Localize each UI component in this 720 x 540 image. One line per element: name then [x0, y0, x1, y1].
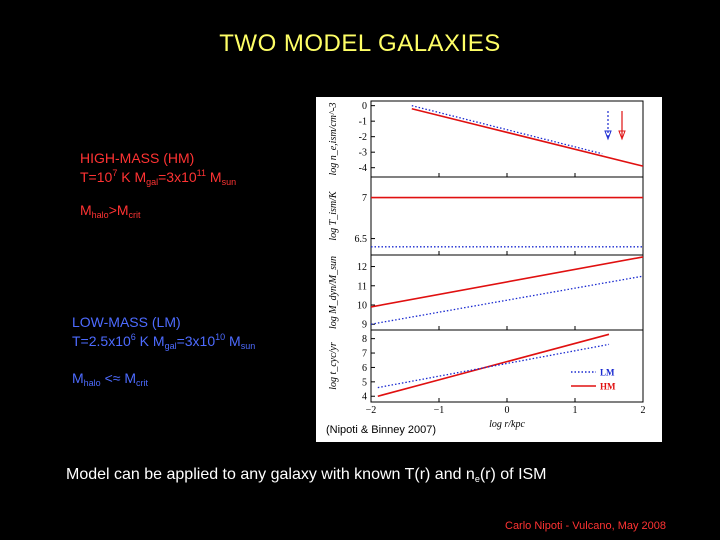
- y-tick-label-0-0: 0: [362, 101, 367, 112]
- hm-halo-subscript: halo: [91, 210, 109, 220]
- hm-t-prefix: T=10: [80, 169, 113, 185]
- legend-label-hm: HM: [600, 382, 616, 392]
- lm-sun-subscript: sun: [240, 341, 256, 351]
- slide-title: TWO MODEL GALAXIES: [219, 30, 501, 57]
- hm-sun-subscript: sun: [221, 177, 237, 187]
- lm-mass-exponent: 10: [215, 332, 226, 342]
- y-tick-label-0-3: -3: [359, 148, 367, 159]
- lm-halo-m: M: [72, 370, 84, 386]
- bottom-caption: Model can be applied to any galaxy with …: [66, 466, 547, 484]
- hm-mass-exponent: 11: [196, 168, 207, 178]
- panel-frame-1: [370, 176, 644, 256]
- y-axis-label-0: log n_e,ism/cm^-3: [328, 102, 339, 175]
- hm-relation: >M: [108, 202, 129, 218]
- lm-temperature-mass-line: T=2.5x106 K Mgal=3x1010 Msun: [72, 332, 255, 351]
- arrow-head-lm: [604, 130, 612, 141]
- hm-heading: HIGH-MASS (HM): [80, 150, 195, 166]
- panel-frame-2: [370, 254, 644, 331]
- bottom-caption-end: (r) of ISM: [479, 466, 547, 483]
- hm-t-unit: K M: [117, 169, 147, 185]
- bottom-caption-subscript: e: [474, 474, 480, 484]
- x-tick-label-2: 0: [505, 405, 510, 416]
- hm-halo-relation: Mhalo>Mcrit: [80, 202, 141, 220]
- lm-gal-subscript: gal: [164, 341, 177, 351]
- x-tick-label-3: 1: [573, 405, 578, 416]
- hm-t-exponent: 7: [112, 168, 118, 178]
- lm-t-exponent: 6: [130, 332, 136, 342]
- lm-mass-prefix: =3x10: [176, 333, 216, 349]
- panel-frame-0: [370, 100, 644, 178]
- series-line-lm-2: [370, 275, 644, 325]
- footer-credit: Carlo Nipoti - Vulcano, May 2008: [505, 520, 667, 532]
- y-tick-label-3-3: 5: [362, 377, 367, 388]
- lm-heading: LOW-MASS (LM): [72, 314, 181, 330]
- arrow-head-hm: [618, 130, 626, 141]
- hm-halo-m: M: [80, 202, 92, 218]
- lm-mass-unit: M: [225, 333, 241, 349]
- lm-halo-subscript: halo: [83, 378, 101, 388]
- series-line-hm-3: [377, 333, 610, 398]
- hm-mass-prefix: =3x10: [158, 169, 197, 185]
- hm-temperature-mass-line: T=107 K Mgal=3x1011 Msun: [80, 168, 236, 187]
- y-tick-label-3-4: 4: [362, 392, 367, 403]
- y-tick-label-3-0: 8: [362, 334, 367, 345]
- y-tick-label-2-3: 9: [362, 320, 367, 331]
- x-tick-label-0: −2: [366, 405, 377, 416]
- series-line-hm-0: [411, 107, 644, 167]
- lm-crit-subscript: crit: [136, 378, 148, 388]
- hm-gal-subscript: gal: [146, 177, 159, 187]
- hm-crit-subscript: crit: [128, 210, 141, 220]
- y-tick-label-2-0: 12: [357, 262, 367, 273]
- y-axis-label-1: log T_ism/K: [328, 190, 339, 241]
- figure-panel: 0 -1 -2 -3 -4 log n_e,ism/cm^-3 7 6.5 log T_ism/…: [316, 97, 662, 442]
- multi-panel-chart: 0 -1 -2 -3 -4 log n_e,ism/cm^-3 7 6.5 log T_ism/…: [328, 100, 646, 430]
- y-axis-label-3: log t_cyc/yr: [328, 342, 339, 390]
- y-tick-label-3-1: 7: [362, 349, 367, 360]
- y-tick-label-0-4: -4: [359, 163, 367, 174]
- series-line-hm-2: [370, 256, 644, 308]
- x-tick-label-1: −1: [434, 405, 445, 416]
- y-tick-label-0-2: -2: [359, 132, 367, 143]
- figure-citation: (Nipoti & Binney 2007): [326, 424, 437, 436]
- x-axis-label: log r/kpc: [489, 419, 525, 430]
- lm-halo-relation: Mhalo <≈ Mcrit: [72, 370, 148, 388]
- x-tick-label-4: 2: [641, 405, 646, 416]
- hm-mass-unit: M: [206, 169, 222, 185]
- y-tick-label-2-2: 10: [357, 301, 367, 312]
- legend-label-lm: LM: [600, 368, 615, 378]
- y-tick-label-3-2: 6: [362, 363, 367, 374]
- lm-relation: <≈ M: [100, 370, 136, 386]
- y-tick-label-1-1: 6.5: [355, 234, 368, 245]
- y-axis-label-2: log M_dyn/M_sun: [328, 256, 339, 329]
- y-tick-label-2-1: 11: [357, 281, 367, 292]
- y-tick-label-1-0: 7: [362, 193, 367, 204]
- lm-t-unit: K M: [135, 333, 165, 349]
- series-line-lm-3: [377, 343, 610, 389]
- lm-t-prefix: T=2.5x10: [72, 333, 131, 349]
- bottom-caption-main: Model can be applied to any galaxy with …: [66, 466, 475, 483]
- series-line-lm-0: [411, 105, 603, 155]
- y-tick-label-0-1: -1: [359, 117, 367, 128]
